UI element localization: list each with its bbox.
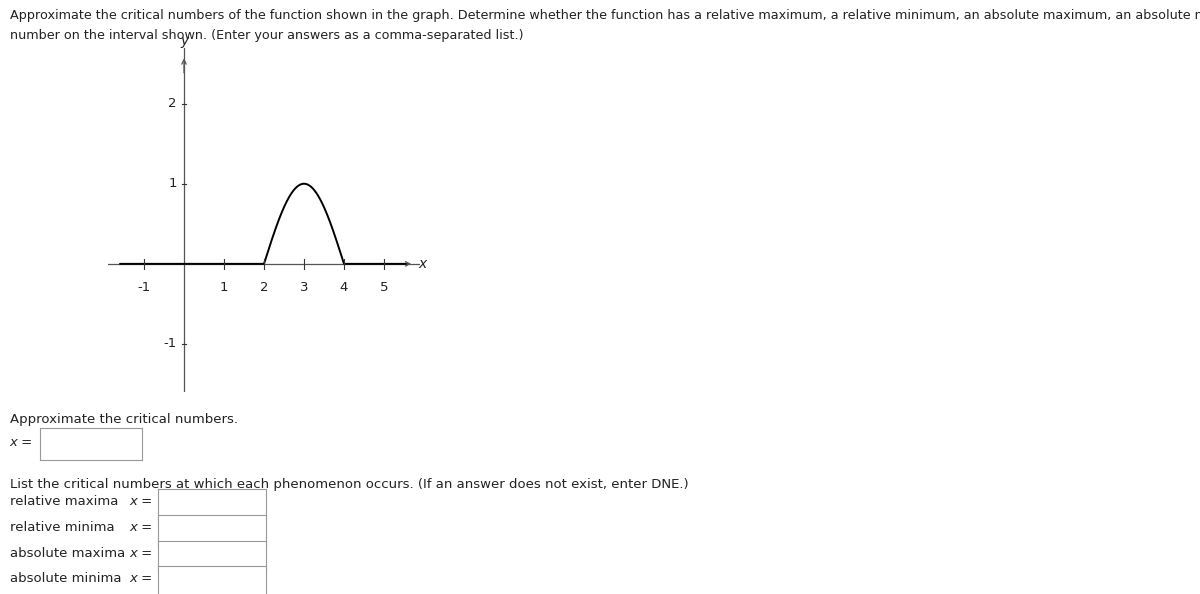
Text: x =: x = <box>130 495 152 508</box>
Text: x =: x = <box>130 521 152 534</box>
Text: number on the interval shown. (Enter your answers as a comma-separated list.): number on the interval shown. (Enter you… <box>10 29 523 42</box>
Text: 5: 5 <box>379 282 389 295</box>
Text: 4: 4 <box>340 282 348 295</box>
Text: x =: x = <box>130 572 152 585</box>
Text: -1: -1 <box>163 337 176 350</box>
Text: Approximate the critical numbers.: Approximate the critical numbers. <box>10 413 238 426</box>
Text: -1: -1 <box>137 282 151 295</box>
Text: 1: 1 <box>168 177 176 190</box>
Text: 2: 2 <box>259 282 269 295</box>
Text: x =: x = <box>130 546 152 560</box>
Text: y: y <box>180 33 188 48</box>
Text: absolute minima: absolute minima <box>10 572 121 585</box>
Text: 3: 3 <box>300 282 308 295</box>
Text: x: x <box>418 257 426 271</box>
Text: relative minima: relative minima <box>10 521 114 534</box>
Text: List the critical numbers at which each phenomenon occurs. (If an answer does no: List the critical numbers at which each … <box>10 478 689 491</box>
Text: Approximate the critical numbers of the function shown in the graph. Determine w: Approximate the critical numbers of the … <box>10 9 1200 22</box>
Text: relative maxima: relative maxima <box>10 495 118 508</box>
Text: 1: 1 <box>220 282 228 295</box>
Text: x =: x = <box>10 436 32 449</box>
Text: absolute maxima: absolute maxima <box>10 546 125 560</box>
Text: 2: 2 <box>168 97 176 110</box>
